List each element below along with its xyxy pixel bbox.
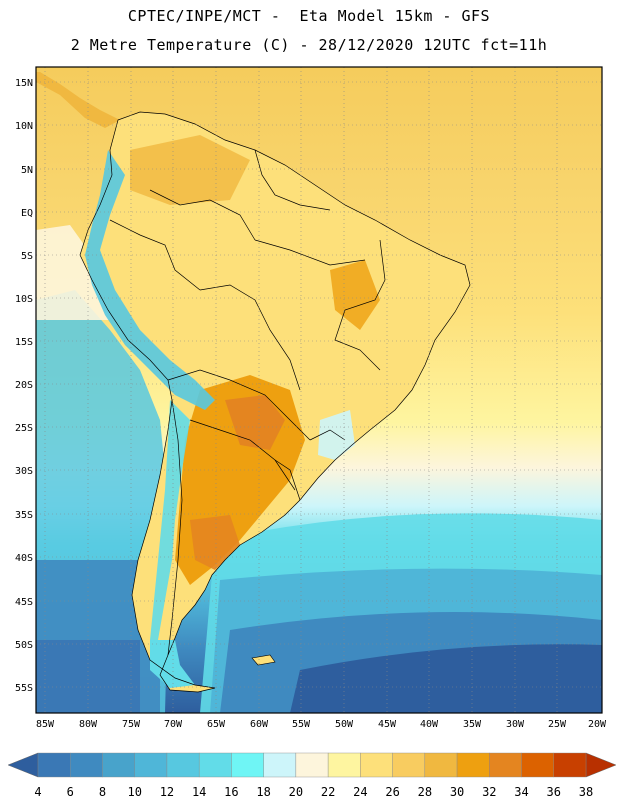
lat-label: 35S [15, 510, 33, 521]
lon-label: 70W [164, 719, 183, 730]
colorbar-swatch [134, 752, 168, 778]
colorbar-label: 36 [547, 785, 561, 799]
colorbar-label: 18 [256, 785, 270, 799]
lat-label: 5N [21, 165, 33, 176]
lat-label: 10S [15, 294, 33, 305]
title-line-1: CPTEC/INPE/MCT - Eta Model 15km - GFS [127, 7, 491, 25]
lon-label: 60W [250, 719, 269, 730]
colorbar-swatch [263, 752, 297, 778]
colorbar-swatch [295, 752, 329, 778]
lat-label: 55S [15, 683, 33, 694]
colorbar-label: 10 [127, 785, 141, 799]
chaco-hottest-region [225, 395, 285, 450]
lat-label: 20S [15, 380, 33, 391]
lat-label: 40S [15, 553, 33, 564]
atlantic-coldest-band [290, 644, 602, 713]
colorbar-label: 4 [34, 785, 41, 799]
lat-label: 15N [15, 78, 33, 89]
colorbar-swatch [456, 752, 490, 778]
lon-label: 55W [292, 719, 311, 730]
colorbar-label: 32 [482, 785, 496, 799]
lon-label: 45W [378, 719, 397, 730]
colorbar-swatch [327, 752, 361, 778]
lon-label: 80W [79, 719, 98, 730]
north-warm-region [130, 135, 250, 205]
pampas-hot-region [190, 515, 240, 570]
lon-label: 50W [335, 719, 354, 730]
colorbar-swatch [360, 752, 393, 778]
lon-label: 75W [122, 719, 141, 730]
colorbar-swatch [231, 752, 264, 778]
lon-label: 85W [36, 719, 55, 730]
colorbar-swatch [70, 752, 103, 778]
colorbar-swatch [392, 752, 426, 778]
colorbar-label: 38 [579, 785, 593, 799]
title-line-2: 2 Metre Temperature (C) - 28/12/2020 12U… [70, 36, 548, 54]
lon-label: 35W [463, 719, 482, 730]
colorbar-label: 30 [450, 785, 464, 799]
central-brazil-warm-region [330, 260, 380, 330]
lon-label: 40W [420, 719, 439, 730]
southeast-brazil-cool-region [318, 410, 355, 460]
lon-label: 65W [207, 719, 226, 730]
colorbar-label: 6 [67, 785, 74, 799]
colorbar-label: 22 [321, 785, 335, 799]
colorbar-label: 24 [353, 785, 367, 799]
colorbar: 4 6 8 10 12 14 16 18 20 22 24 26 28 30 32 34 36 38 [7, 752, 617, 799]
map-area [36, 67, 602, 713]
central-america-land [36, 72, 120, 128]
lon-label: 30W [506, 719, 525, 730]
latitude-labels: 15N 10N 5N EQ 5S 10S 15S 20S 25S 30S 35S… [15, 78, 33, 694]
lat-label: 25S [15, 423, 33, 434]
colorbar-swatch [37, 752, 71, 778]
colorbar-label: 34 [514, 785, 528, 799]
colorbar-label: 26 [385, 785, 399, 799]
patagonia-cold-region [150, 640, 195, 688]
falkland-islands [251, 654, 276, 666]
map-frame [35, 66, 603, 714]
colorbar-swatch [166, 752, 200, 778]
colorbar-label: 28 [418, 785, 432, 799]
colorbar-label: 12 [160, 785, 174, 799]
colorbar-label: 14 [192, 785, 206, 799]
lat-label: 10N [15, 121, 33, 132]
colorbar-swatch [553, 752, 587, 778]
colorbar-label: 16 [224, 785, 238, 799]
longitude-labels: 85W 80W 75W 70W 65W 60W 55W 50W 45W 40W … [36, 719, 607, 730]
colorbar-swatch [102, 752, 135, 778]
lat-label: EQ [21, 208, 33, 219]
colorbar-high-arrow [585, 752, 617, 778]
colorbar-swatch [198, 752, 232, 778]
andes-cold-strip [85, 150, 215, 410]
southern-andes-cold-strip [150, 400, 190, 640]
lat-label: 45S [15, 597, 33, 608]
colorbar-label: 20 [289, 785, 303, 799]
colorbar-swatch [489, 752, 522, 778]
country-borders [79, 111, 471, 693]
colorbar-low-arrow [7, 752, 39, 778]
lon-label: 20W [588, 719, 607, 730]
lat-label: 50S [15, 640, 33, 651]
pacific-coldest-region [36, 640, 140, 713]
colorbar-swatch [521, 752, 554, 778]
colorbar-swatch [424, 752, 458, 778]
colorbar-label: 8 [99, 785, 106, 799]
lat-label: 5S [21, 251, 33, 262]
lat-label: 15S [15, 337, 33, 348]
lon-label: 25W [548, 719, 567, 730]
lat-label: 30S [15, 466, 33, 477]
